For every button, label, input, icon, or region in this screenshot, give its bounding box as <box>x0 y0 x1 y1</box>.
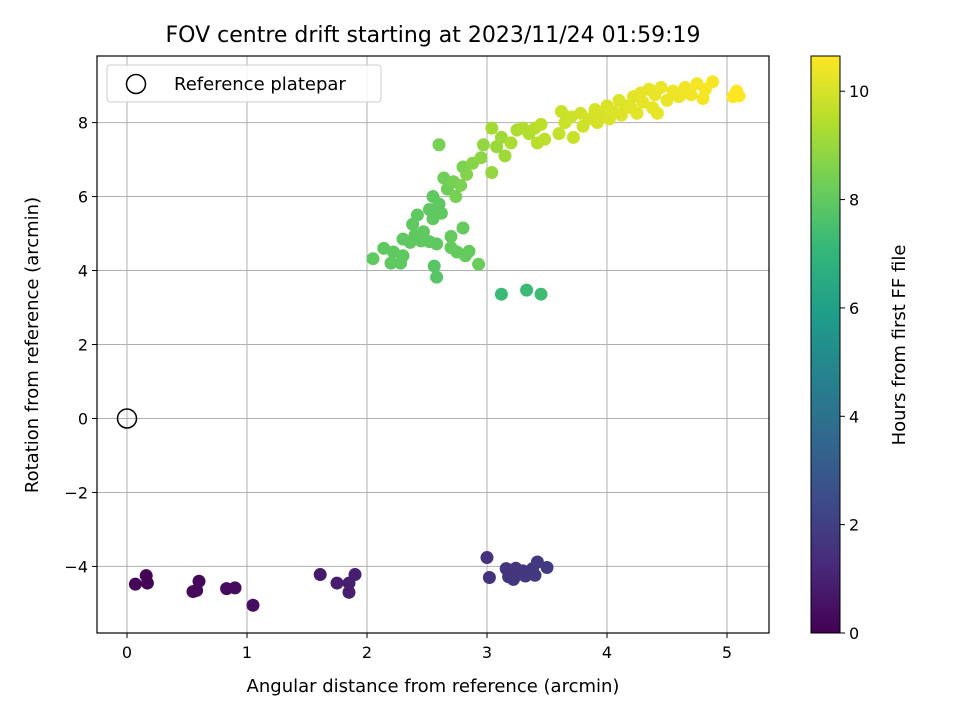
data-point <box>476 138 490 152</box>
data-point <box>472 257 486 271</box>
data-point <box>660 93 674 107</box>
y-tick-label: 2 <box>78 336 88 355</box>
data-point <box>494 130 508 144</box>
data-point <box>348 568 362 582</box>
y-tick-label: 0 <box>78 409 88 428</box>
data-point <box>454 178 468 192</box>
data-point <box>396 249 410 263</box>
data-point <box>430 237 444 251</box>
data-point <box>534 117 548 131</box>
data-point <box>432 138 446 152</box>
ticks-layer: 0 1 2 3 4 5 −4 −2 0 2 4 6 8 <box>64 114 732 662</box>
data-point <box>342 585 356 599</box>
data-point <box>410 208 424 222</box>
data-point <box>434 206 448 220</box>
data-point <box>416 225 430 239</box>
x-tick-label: 0 <box>122 643 132 662</box>
data-point <box>366 252 380 266</box>
colorbar: 0 2 4 6 8 10 Hours from first FF file <box>810 55 910 643</box>
data-point <box>330 576 344 590</box>
data-point <box>630 106 644 120</box>
colorbar-tick-label: 0 <box>849 624 859 643</box>
data-point <box>554 104 568 118</box>
colorbar-gradient <box>810 55 841 634</box>
data-point <box>456 221 470 235</box>
data-point <box>672 90 686 104</box>
data-point <box>228 581 242 595</box>
y-tick-label: 4 <box>78 262 88 281</box>
y-tick-label: 8 <box>78 114 88 133</box>
data-point <box>482 571 496 585</box>
grid-layer <box>97 56 769 633</box>
data-point <box>384 256 398 270</box>
y-tick-label: −4 <box>64 557 88 576</box>
colorbar-tick-label: 6 <box>849 299 859 318</box>
data-point <box>444 229 458 243</box>
data-point <box>485 121 499 135</box>
colorbar-tick-label: 8 <box>849 191 859 210</box>
colorbar-tick-label: 4 <box>849 407 859 426</box>
x-tick-label: 5 <box>722 643 732 662</box>
chart-title: FOV centre drift starting at 2023/11/24 … <box>166 23 701 48</box>
legend: Reference platepar <box>106 64 382 103</box>
legend-marker-reference <box>125 73 147 95</box>
data-point <box>540 561 554 575</box>
y-tick-label: −2 <box>64 483 88 502</box>
data-point <box>636 95 650 109</box>
data-point <box>498 149 512 163</box>
data-point <box>128 577 142 591</box>
data-point <box>654 80 668 94</box>
data-point <box>449 190 463 204</box>
reference-platepar-marker <box>116 408 138 429</box>
y-tick-label: 6 <box>78 188 88 207</box>
data-point <box>706 75 720 89</box>
data-point <box>462 244 476 258</box>
data-point <box>313 568 327 582</box>
data-point <box>566 130 580 144</box>
colorbar-tick-label: 2 <box>849 516 859 535</box>
data-point <box>538 132 552 146</box>
data-point <box>534 287 548 301</box>
data-point <box>552 127 566 141</box>
x-axis-label: Angular distance from reference (arcmin) <box>247 676 620 697</box>
data-point <box>684 88 698 102</box>
data-point <box>650 106 664 120</box>
data-point <box>460 167 474 181</box>
data-point <box>528 568 542 582</box>
colorbar-tick-label: 10 <box>849 82 869 101</box>
points-layer <box>116 75 746 612</box>
data-point <box>520 283 534 297</box>
data-point <box>732 89 746 103</box>
data-point <box>494 287 508 301</box>
x-tick-label: 1 <box>242 643 252 662</box>
colorbar-ticks: 0 2 4 6 8 10 <box>840 82 869 643</box>
data-point <box>140 576 154 590</box>
data-point <box>530 555 544 569</box>
data-point <box>430 270 444 284</box>
data-point <box>485 166 499 180</box>
data-point <box>246 598 260 612</box>
x-tick-label: 4 <box>602 643 612 662</box>
data-point <box>427 259 441 273</box>
legend-entry-reference: Reference platepar <box>174 74 346 95</box>
x-tick-label: 2 <box>362 643 372 662</box>
data-point <box>192 574 206 588</box>
legend-box <box>106 64 382 103</box>
y-axis-label: Rotation from reference (arcmin) <box>22 197 43 493</box>
x-tick-label: 3 <box>482 643 492 662</box>
data-point <box>504 136 518 150</box>
colorbar-label: Hours from first FF file <box>889 245 910 446</box>
data-point <box>480 551 494 565</box>
data-point <box>474 151 488 165</box>
